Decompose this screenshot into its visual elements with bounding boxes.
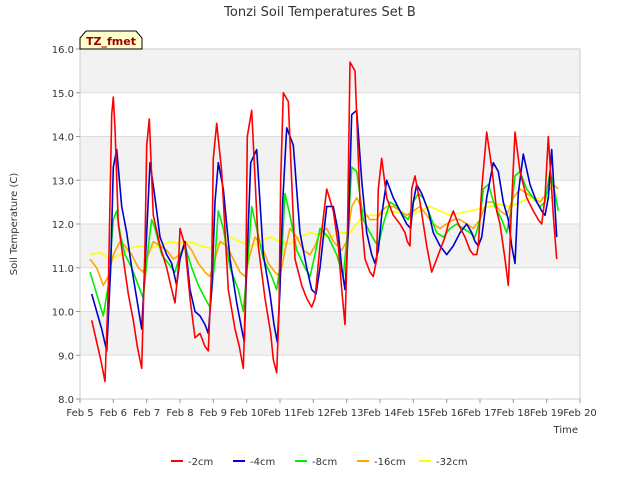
y-tick-label: 15.0 [52, 89, 74, 100]
legend-label: -4cm [250, 457, 275, 468]
annotation-box: TZ_fmet [79, 30, 143, 50]
x-tick-label: Feb 5 [66, 408, 93, 419]
grid-band [80, 311, 580, 356]
y-tick-label: 8.0 [58, 395, 74, 406]
x-tick-label: Feb 13 [330, 408, 364, 419]
x-tick-label: Feb 11 [263, 408, 297, 419]
series-line-2cm [90, 61, 558, 383]
legend-label: -32cm [436, 457, 468, 468]
x-tick-label: Feb 8 [166, 408, 193, 419]
x-tick-label: Feb 18 [497, 408, 531, 419]
x-tick-label: Feb 20 [563, 408, 597, 419]
x-tick-label: Feb 12 [297, 408, 331, 419]
legend-label: -2cm [188, 457, 213, 468]
x-axis-ticks: Feb 5 Feb 6 Feb 7 Feb 8 Feb 9 Feb 10 Feb 11 Feb… [66, 399, 597, 419]
grid-band [80, 92, 580, 137]
x-tick-label: Feb 7 [133, 408, 160, 419]
x-axis-title: Time [553, 425, 578, 436]
x-tick-label: Feb 9 [200, 408, 227, 419]
legend: -2cm -4cm -8cm -16cm -32cm [171, 457, 468, 468]
chart-title: Tonzi Soil Temperatures Set B [223, 5, 416, 20]
y-axis-ticks: 8.0 9.0 10.0 11.0 12.0 13.0 14.0 15.0 16.0 [52, 45, 80, 406]
annotation-shape [79, 30, 143, 50]
legend-label: -16cm [374, 457, 406, 468]
y-tick-label: 14.0 [52, 133, 74, 144]
y-axis-title: Soil Temperature (C) [9, 173, 20, 276]
x-tick-label: Feb 19 [530, 408, 564, 419]
x-tick-label: Feb 14 [363, 408, 397, 419]
legend-label: -8cm [312, 457, 337, 468]
series-line-8cm [89, 166, 560, 317]
grid-band [80, 136, 580, 181]
series-lines [89, 61, 560, 383]
grid-band [80, 355, 580, 399]
y-tick-label: 13.0 [52, 176, 74, 187]
x-tick-label: Feb 10 [230, 408, 264, 419]
series-line-4cm [90, 109, 558, 352]
x-tick-label: Feb 17 [463, 408, 497, 419]
x-tick-label: Feb 6 [100, 408, 127, 419]
grid-band [80, 267, 580, 312]
y-tick-label: 11.0 [52, 264, 74, 275]
y-tick-label: 10.0 [52, 308, 74, 319]
y-tick-label: 16.0 [52, 45, 74, 56]
y-tick-label: 9.0 [58, 351, 74, 362]
x-tick-label: Feb 15 [397, 408, 431, 419]
x-tick-label: Feb 16 [430, 408, 464, 419]
grid-band [80, 49, 580, 93]
y-tick-label: 12.0 [52, 220, 74, 231]
annotation-text: TZ_fmet [86, 35, 136, 48]
